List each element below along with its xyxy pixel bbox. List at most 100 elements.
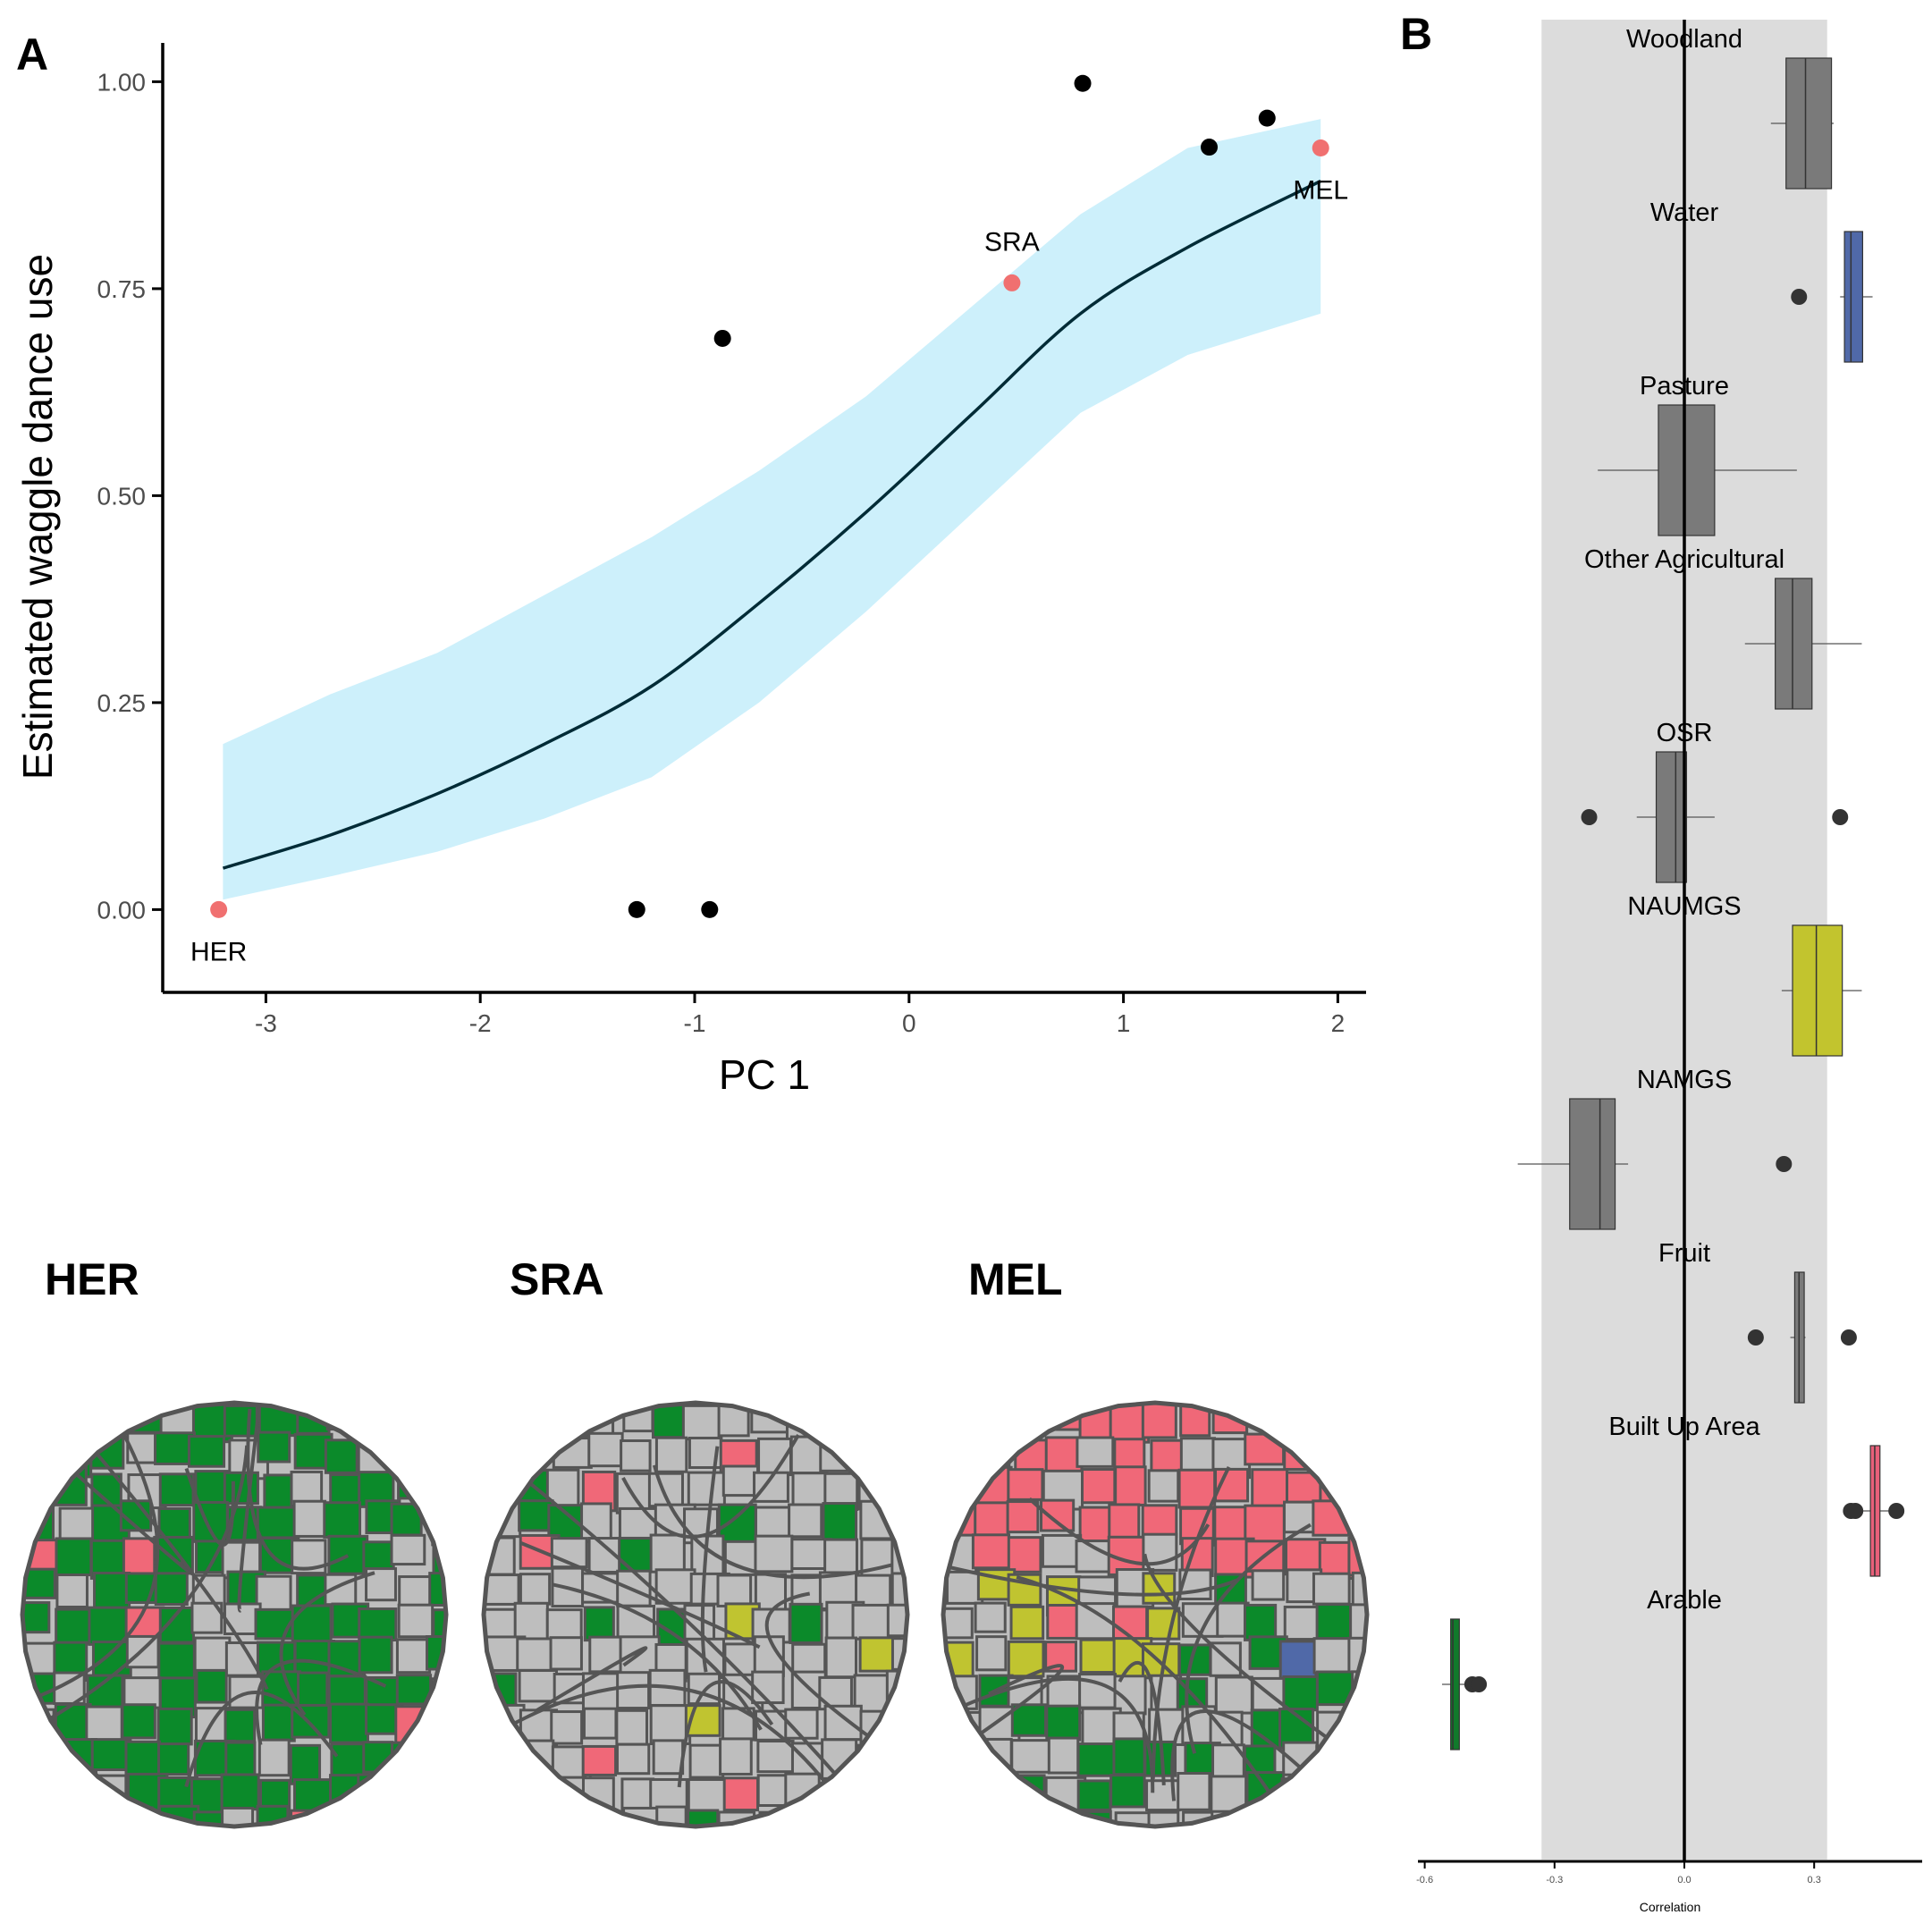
map-parcel: [324, 1438, 359, 1474]
map-parcel: [484, 1573, 520, 1606]
map-parcel: [975, 1465, 1013, 1506]
map-parcel: [485, 1812, 527, 1827]
map-parcel: [550, 1403, 589, 1439]
map-parcel: [484, 1778, 521, 1812]
map-parcel: [1006, 1500, 1040, 1534]
map-parcel: [716, 1573, 753, 1607]
map-parcel: [1040, 1498, 1076, 1532]
map-parcel: [788, 1503, 823, 1539]
map-parcel: [545, 1608, 583, 1641]
map-road: [652, 1464, 894, 1580]
map-parcel: [397, 1468, 437, 1500]
map-parcel: [886, 1779, 907, 1813]
map-parcel: [328, 1810, 370, 1827]
map-parcel: [223, 1404, 258, 1438]
map-parcel: [122, 1806, 154, 1827]
b-x-axis-label: Correlation: [1640, 1900, 1700, 1914]
map-parcel: [291, 1604, 333, 1645]
map-parcel: [154, 1572, 189, 1606]
map-parcel: [581, 1744, 618, 1776]
map-parcel: [1141, 1504, 1178, 1539]
map-parcel: [886, 1603, 907, 1638]
map-parcel: [85, 1705, 123, 1742]
map-parcel: [158, 1472, 195, 1507]
map-parcel: [616, 1671, 651, 1710]
a-y-tick-label: 0.25: [97, 689, 147, 717]
map-parcel: [1319, 1433, 1359, 1468]
map-parcel: [22, 1778, 56, 1813]
map-parcel: [53, 1404, 93, 1441]
map-parcel: [1315, 1603, 1353, 1645]
map-parcel: [790, 1813, 831, 1827]
map-road: [700, 1446, 720, 1673]
map-parcel: [684, 1704, 721, 1737]
map-parcel: [944, 1405, 981, 1440]
map-label: HER: [45, 1254, 139, 1304]
map-parcel: [54, 1776, 90, 1814]
map-parcel: [398, 1430, 440, 1464]
map-road: [949, 1565, 1238, 1597]
map-parcel: [513, 1601, 549, 1641]
map-parcel: [1278, 1640, 1318, 1680]
map-parcel: [944, 1710, 983, 1753]
map-parcel: [22, 1808, 50, 1827]
data-point: [1074, 74, 1092, 92]
landscape-maps: HER SRA MEL: [20, 1254, 1370, 1829]
map-parcel: [1108, 1503, 1141, 1540]
box-body: [1792, 924, 1843, 1057]
map-parcel: [93, 1571, 131, 1612]
a-x-tick-label: -3: [255, 1009, 277, 1037]
map-parcel: [686, 1809, 720, 1827]
map-parcel: [823, 1704, 863, 1742]
map-parcel: [756, 1774, 798, 1808]
map-parcel: [1352, 1776, 1367, 1813]
map-parcel: [886, 1469, 907, 1512]
map-parcel: [327, 1675, 367, 1707]
map-parcel: [1251, 1569, 1286, 1601]
outlier-point: [1840, 1329, 1857, 1346]
map-parcel: [823, 1538, 858, 1574]
map-parcel: [944, 1739, 984, 1773]
map-parcel: [721, 1464, 760, 1498]
map-parcel: [1282, 1675, 1319, 1712]
map-parcel: [1280, 1805, 1319, 1827]
a-x-tick-label: 0: [902, 1009, 916, 1037]
map-parcel: [687, 1777, 729, 1814]
map-parcel: [852, 1438, 887, 1474]
map-parcel: [1109, 1774, 1146, 1809]
map-parcel: [824, 1636, 858, 1679]
b-x-tick-label: -0.3: [1546, 1875, 1563, 1886]
map-parcel: [122, 1676, 162, 1709]
outlier-point: [1471, 1676, 1488, 1692]
map-parcel: [1346, 1472, 1367, 1514]
map-parcel: [584, 1812, 621, 1827]
map-parcel: [1009, 1605, 1045, 1641]
map-parcel: [1317, 1812, 1353, 1827]
map-parcel: [681, 1404, 723, 1441]
outlier-point: [1776, 1156, 1793, 1172]
map-parcel: [859, 1778, 898, 1820]
data-point: [210, 900, 228, 918]
map-parcel: [484, 1434, 519, 1475]
map-parcel: [1350, 1740, 1367, 1778]
map-parcel: [24, 1403, 59, 1439]
map-parcel: [428, 1804, 446, 1827]
a-x-axis-label: PC 1: [719, 1051, 810, 1098]
a-y-axis-label: Estimated waggle dance use: [14, 254, 61, 780]
map-parcel: [91, 1641, 132, 1677]
map-parcel: [398, 1575, 433, 1609]
landscape-map-sra: SRA: [481, 1254, 910, 1829]
map-parcel: [649, 1533, 686, 1573]
map-parcel: [55, 1464, 88, 1506]
map-parcels: [484, 1403, 907, 1827]
map-parcel: [1041, 1533, 1083, 1568]
map-road: [503, 1461, 844, 1784]
map-parcel: [1177, 1771, 1211, 1811]
map-parcel: [358, 1607, 398, 1642]
map-parcel: [395, 1638, 432, 1675]
map-parcel: [855, 1810, 898, 1827]
map-parcel: [431, 1702, 446, 1741]
map-parcel: [428, 1466, 446, 1502]
